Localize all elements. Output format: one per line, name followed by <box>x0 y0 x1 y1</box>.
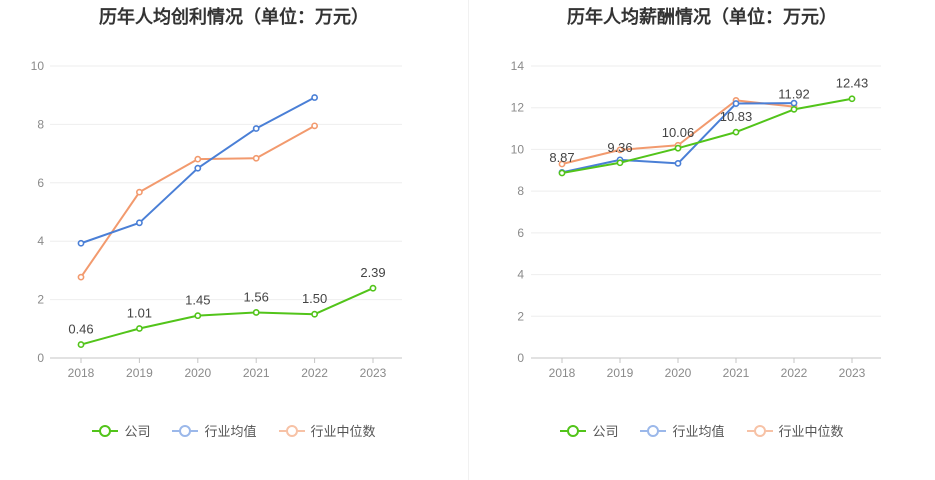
x-tick-label: 2023 <box>839 366 866 380</box>
y-tick-label: 0 <box>517 351 524 365</box>
legend-marker-industry-median <box>746 424 773 437</box>
panel-divider <box>468 0 469 480</box>
data-label: 11.92 <box>778 86 810 101</box>
y-tick-label: 4 <box>517 268 524 282</box>
x-tick-label: 2021 <box>723 366 750 380</box>
legend-label: 行业中位数 <box>778 424 844 439</box>
data-label: 1.01 <box>127 306 152 321</box>
legend-marker-industry-avg <box>172 424 199 437</box>
x-tick-label: 2020 <box>665 366 692 380</box>
legend-marker-company <box>92 424 119 437</box>
data-point-company <box>77 341 85 348</box>
data-point-company <box>252 309 260 316</box>
data-point-company <box>194 312 202 320</box>
y-tick-label: 6 <box>37 176 44 190</box>
data-point-company <box>674 144 682 152</box>
data-point-industry-median <box>135 188 143 196</box>
data-point-industry-avg <box>194 164 202 172</box>
legend-item-industry-median[interactable]: 行业中位数 <box>746 421 844 440</box>
x-tick-label: 2021 <box>243 366 270 380</box>
legend-label: 行业均值 <box>672 424 725 439</box>
x-tick-label: 2022 <box>781 366 808 380</box>
series-line-industry-median <box>80 124 316 278</box>
x-tick-label: 2018 <box>68 366 95 380</box>
y-tick-label: 10 <box>511 142 525 156</box>
data-label: 8.87 <box>549 150 574 165</box>
data-point-company <box>311 310 318 318</box>
x-tick-label: 2019 <box>607 366 634 380</box>
chart-legend: 公司 行业均值 行业中位数 <box>0 421 468 440</box>
data-label: 0.46 <box>68 322 93 337</box>
data-label: 12.43 <box>836 76 869 91</box>
chart-legend: 公司 行业均值 行业中位数 <box>468 421 935 440</box>
data-point-industry-median <box>558 160 566 168</box>
y-tick-label: 12 <box>511 101 525 115</box>
y-tick-label: 8 <box>517 184 524 198</box>
legend-label: 公司 <box>592 424 619 439</box>
y-tick-label: 2 <box>517 309 524 323</box>
y-tick-label: 4 <box>37 234 44 248</box>
data-point-industry-median <box>77 273 85 281</box>
data-point-company <box>135 325 143 332</box>
data-point-industry-avg <box>252 125 260 132</box>
x-tick-label: 2023 <box>360 366 387 380</box>
data-label: 1.45 <box>185 293 210 308</box>
data-point-industry-avg <box>311 94 318 101</box>
legend-item-industry-avg[interactable]: 行业均值 <box>172 421 257 440</box>
salary-line-chart: 0 2 4 6 8 10 12 14 2018 2019 2020 2021 2022 2023 8.87 9… <box>511 59 881 380</box>
chart-panel-salary: 历年人均薪酬情况（单位：万元） 0 2 4 6 8 10 12 14 2018 2019 2020 2… <box>468 0 935 480</box>
data-point-industry-avg <box>674 160 682 167</box>
data-point-company <box>732 128 740 136</box>
data-label: 10.06 <box>662 125 695 140</box>
legend-marker-industry-median <box>278 424 305 437</box>
series-line-company <box>561 97 853 174</box>
data-point-company <box>616 159 624 167</box>
data-label: 10.83 <box>720 109 753 124</box>
y-tick-label: 2 <box>37 293 44 307</box>
data-label: 9.36 <box>607 140 632 155</box>
x-tick-label: 2020 <box>184 366 211 380</box>
chart-panel-profit: 历年人均创利情况（单位：万元） 0 2 4 6 8 10 2018 2019 2020 2021 2… <box>0 7 468 440</box>
chart-title: 历年人均创利情况（单位：万元） <box>99 7 369 27</box>
data-point-industry-median <box>616 146 624 154</box>
data-point-industry-median <box>311 122 318 130</box>
x-tick-label: 2018 <box>549 366 576 380</box>
legend-label: 公司 <box>124 424 151 439</box>
legend-marker-industry-avg <box>640 424 667 437</box>
legend-label: 行业中位数 <box>310 424 376 439</box>
data-point-industry-avg <box>77 239 85 247</box>
legend-label: 行业均值 <box>204 424 257 439</box>
y-tick-label: 14 <box>511 59 525 73</box>
x-tick-label: 2019 <box>126 366 153 380</box>
data-point-company <box>790 105 798 113</box>
profit-line-chart: 0 2 4 6 8 10 2018 2019 2020 2021 2022 2023 0.46 1.01 1… <box>31 59 402 380</box>
data-point-industry-avg <box>790 99 798 107</box>
data-point-industry-avg <box>135 219 143 227</box>
data-point-industry-median <box>252 154 260 162</box>
data-point-company <box>848 95 856 103</box>
data-point-company <box>558 169 566 177</box>
data-point-company <box>369 284 377 292</box>
y-tick-label: 0 <box>37 351 44 365</box>
data-point-industry-median <box>194 155 202 163</box>
data-label: 2.39 <box>360 265 385 280</box>
legend-marker-company <box>560 424 587 437</box>
series-line-company <box>80 287 374 346</box>
y-tick-label: 10 <box>31 59 45 73</box>
y-tick-label: 8 <box>37 117 44 131</box>
legend-item-company[interactable]: 公司 <box>560 421 618 440</box>
legend-item-industry-median[interactable]: 行业中位数 <box>278 421 376 440</box>
x-tick-label: 2022 <box>301 366 328 380</box>
data-point-industry-avg <box>732 100 740 107</box>
data-label: 1.50 <box>302 291 327 306</box>
legend-item-industry-avg[interactable]: 行业均值 <box>640 421 725 440</box>
chart-title: 历年人均薪酬情况（单位：万元） <box>567 7 837 27</box>
legend-item-company[interactable]: 公司 <box>92 421 150 440</box>
data-label: 1.56 <box>244 289 269 304</box>
y-tick-label: 6 <box>517 226 524 240</box>
